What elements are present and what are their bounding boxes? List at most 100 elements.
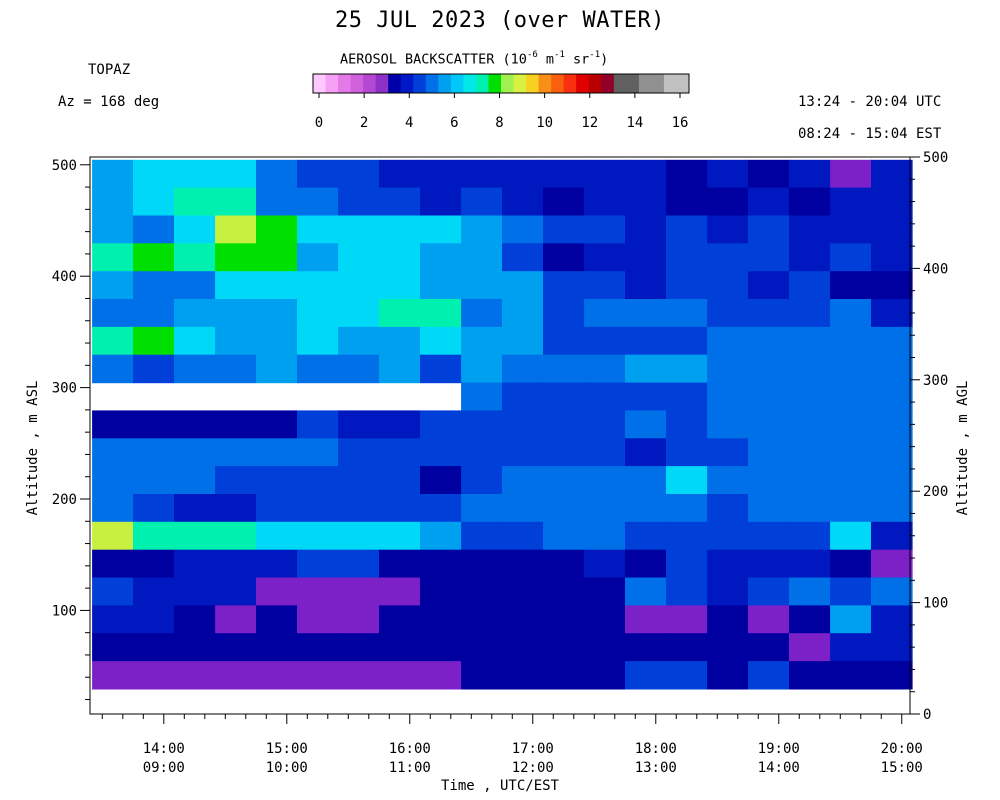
heatmap-cell	[133, 549, 175, 579]
heatmap-cell	[748, 271, 790, 300]
y-left-tick-label: 400	[52, 269, 77, 285]
heatmap-cell	[871, 438, 913, 467]
heatmap-cell	[379, 299, 421, 328]
heatmap-cell	[830, 243, 872, 272]
heatmap-cell	[625, 410, 667, 439]
x-tick-label-utc: 20:00	[881, 741, 923, 757]
heatmap-cell	[584, 271, 626, 300]
x-tick-label-est: 13:00	[635, 760, 677, 776]
x-tick-label-est: 10:00	[266, 760, 308, 776]
heatmap-cell	[707, 187, 749, 217]
heatmap-cell	[256, 521, 298, 551]
heatmap-cell	[871, 187, 913, 217]
heatmap-cell	[625, 271, 667, 300]
heatmap-cell	[625, 326, 667, 356]
heatmap-cell	[420, 438, 462, 467]
colorbar-swatch	[475, 74, 489, 93]
heatmap-cell	[420, 661, 462, 690]
heatmap-cell	[297, 466, 339, 495]
heatmap-cell	[502, 605, 544, 634]
heatmap-cell	[256, 577, 298, 606]
heatmap-cell	[543, 271, 585, 300]
colorbar-title-mid-2: sr	[564, 51, 590, 68]
heatmap-cell	[543, 438, 585, 467]
heatmap-cell	[789, 521, 831, 551]
colorbar-swatch	[338, 74, 351, 93]
heatmap-cell	[789, 466, 831, 495]
heatmap-cell	[461, 299, 503, 328]
heatmap-cell	[92, 661, 134, 690]
colorbar-swatch	[488, 74, 502, 93]
heatmap-cell	[379, 187, 421, 217]
heatmap-cell	[625, 299, 667, 328]
heatmap-cell	[133, 605, 175, 634]
heatmap-cell	[584, 521, 626, 551]
heatmap-cell	[174, 410, 216, 439]
heatmap-cell	[789, 215, 831, 244]
heatmap-cell	[174, 466, 216, 495]
heatmap-cell	[174, 271, 216, 300]
heatmap-cell	[256, 605, 298, 634]
heatmap-cell	[625, 215, 667, 244]
colorbar-swatch	[601, 74, 615, 93]
heatmap-cell	[133, 271, 175, 300]
x-tick-label-est: 09:00	[143, 760, 185, 776]
heatmap-cell	[461, 271, 503, 300]
heatmap-cell	[338, 354, 380, 384]
heatmap-cell	[174, 215, 216, 244]
heatmap-cell	[748, 633, 790, 662]
heatmap-cell	[666, 159, 708, 189]
heatmap-cell	[133, 521, 175, 551]
heatmap-cell	[461, 521, 503, 551]
heatmap-cell	[297, 633, 339, 662]
colorbar-tick-label: 16	[672, 115, 689, 131]
heatmap-cell	[625, 633, 667, 662]
heatmap-cell	[584, 354, 626, 384]
utc-time-range: 13:24 - 20:04 UTC	[798, 94, 942, 110]
heatmap-cell	[133, 159, 175, 189]
heatmap-cell	[174, 661, 216, 690]
heatmap-cell	[379, 438, 421, 467]
heatmap-cell	[871, 633, 913, 662]
heatmap-cell	[748, 243, 790, 272]
heatmap-cell	[707, 243, 749, 272]
heatmap-cell	[461, 326, 503, 356]
heatmap-cell	[215, 521, 257, 551]
heatmap-cell	[707, 159, 749, 189]
heatmap-cell	[871, 299, 913, 328]
heatmap-cell	[871, 271, 913, 300]
heatmap-cell	[420, 271, 462, 300]
heatmap-cell	[133, 494, 175, 523]
heatmap-cell	[871, 354, 913, 384]
colorbar-swatch	[375, 74, 389, 93]
heatmap-cell	[92, 187, 134, 217]
heatmap-cell	[379, 215, 421, 244]
heatmap-cell	[584, 494, 626, 523]
colorbar-swatch	[638, 74, 652, 93]
heatmap-cell	[707, 299, 749, 328]
heatmap-cell	[461, 577, 503, 606]
heatmap-cell	[256, 661, 298, 690]
heatmap-cell	[502, 661, 544, 690]
heatmap-cell	[830, 299, 872, 328]
colorbar-tick-label: 12	[581, 115, 598, 131]
heatmap-cell	[748, 549, 790, 579]
heatmap-cell	[420, 410, 462, 439]
colorbar-swatch	[613, 74, 627, 93]
heatmap-cell	[707, 633, 749, 662]
heatmap-cell	[584, 410, 626, 439]
heatmap-cell	[748, 187, 790, 217]
colorbar-tick-label: 2	[360, 115, 368, 131]
heatmap-cell	[379, 466, 421, 495]
heatmap-cell	[174, 299, 216, 328]
heatmap-cell	[379, 633, 421, 662]
heatmap-cell	[748, 438, 790, 467]
heatmap-cell	[215, 605, 257, 634]
heatmap-cell	[256, 159, 298, 189]
colorbar-swatch	[538, 74, 552, 93]
y-right-tick-label: 500	[923, 150, 948, 166]
heatmap-cell	[625, 438, 667, 467]
colorbar-swatch	[551, 74, 565, 93]
heatmap-cell	[215, 494, 257, 523]
colorbar-swatch	[663, 74, 677, 93]
